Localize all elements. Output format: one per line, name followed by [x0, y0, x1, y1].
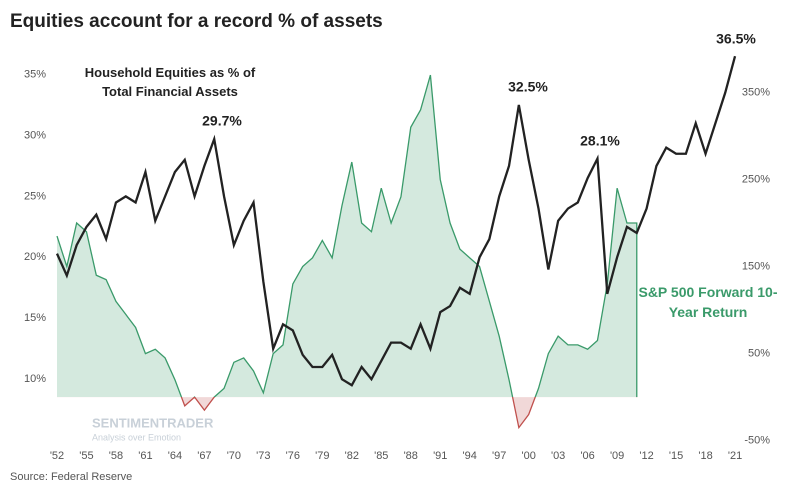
y-tick-label: 35% — [24, 68, 46, 80]
x-tick-label: '82 — [345, 450, 359, 462]
x-tick-label: '70 — [227, 450, 241, 462]
watermark: SENTIMENTRADER — [92, 415, 214, 430]
y2-tick-label: 150% — [742, 260, 770, 272]
x-tick-label: '85 — [374, 450, 388, 462]
area-line — [56, 74, 638, 430]
x-tick-label: '76 — [286, 450, 300, 462]
y-tick-label: 10% — [24, 373, 46, 385]
x-tick-label: '06 — [580, 450, 594, 462]
area-fill — [57, 75, 637, 428]
annotation: 28.1% — [580, 133, 620, 149]
x-tick-label: '61 — [138, 450, 152, 462]
y-tick-label: 25% — [24, 190, 46, 202]
line-label: Household Equities as % of Total Financi… — [84, 65, 256, 99]
y-tick-label: 30% — [24, 129, 46, 141]
x-tick-label: '97 — [492, 450, 506, 462]
x-tick-label: '12 — [639, 450, 653, 462]
x-tick-label: '91 — [433, 450, 447, 462]
x-tick-label: '00 — [522, 450, 536, 462]
x-tick-label: '88 — [404, 450, 418, 462]
x-tick-label: '55 — [79, 450, 93, 462]
x-tick-label: '64 — [168, 450, 182, 462]
x-tick-label: '21 — [728, 450, 742, 462]
y-tick-label: 15% — [24, 312, 46, 324]
x-tick-label: '52 — [50, 450, 64, 462]
line — [55, 55, 737, 387]
y2-tick-label: 250% — [742, 173, 770, 185]
x-tick-label: '03 — [551, 450, 565, 462]
source: Source: Federal Reserve — [10, 471, 132, 483]
y-tick-label: 20% — [24, 251, 46, 263]
watermark-sub: Analysis over Emotion — [92, 432, 181, 442]
x-tick-label: '09 — [610, 450, 624, 462]
chart-title: Equities account for a record % of asset… — [10, 11, 383, 32]
x-tick-label: '18 — [698, 450, 712, 462]
y2-tick-label: 50% — [748, 348, 770, 360]
x-tick-label: '79 — [315, 450, 329, 462]
area-label: S&P 500 Forward 10-Year Return — [638, 284, 778, 320]
x-tick-label: '58 — [109, 450, 123, 462]
y2-tick-label: -50% — [744, 435, 770, 447]
x-tick-label: '73 — [256, 450, 270, 462]
annotation: 32.5% — [508, 79, 548, 95]
y2-tick-label: 350% — [742, 86, 770, 98]
annotation: 36.5% — [716, 31, 756, 47]
x-tick-label: '15 — [669, 450, 683, 462]
annotation: 29.7% — [202, 113, 242, 129]
x-tick-label: '67 — [197, 450, 211, 462]
x-tick-label: '94 — [463, 450, 477, 462]
